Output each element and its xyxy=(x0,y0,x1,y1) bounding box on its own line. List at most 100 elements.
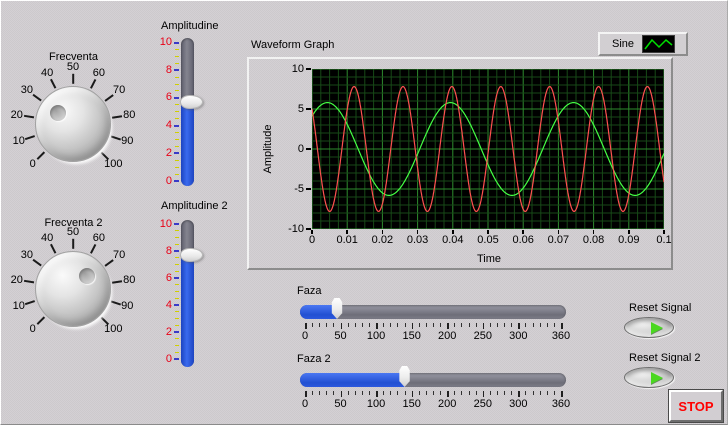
slider-minor-tick xyxy=(326,323,328,327)
x-tick-mark xyxy=(592,230,595,234)
slider-minor-tick xyxy=(468,391,470,395)
knob-face[interactable] xyxy=(35,86,111,162)
knob-dimple[interactable] xyxy=(49,104,66,121)
slider-minor-tick xyxy=(175,132,179,134)
slider-thumb[interactable] xyxy=(180,95,203,110)
x-tick-label: 0.09 xyxy=(618,234,640,246)
slider-minor-tick xyxy=(489,323,491,327)
slider-minor-tick xyxy=(553,391,555,395)
slider-minor-tick xyxy=(333,323,335,327)
slider-scale-label: 250 xyxy=(473,398,492,410)
y-tick-mark xyxy=(306,68,311,70)
slider-minor-tick xyxy=(504,391,506,395)
slider-major-tick xyxy=(174,331,179,333)
waveform-trace xyxy=(311,101,665,197)
knob-scale-label: 30 xyxy=(20,248,33,261)
slider-major-tick xyxy=(376,391,378,397)
slider-minor-tick xyxy=(433,391,434,395)
slider-minor-tick xyxy=(390,323,392,327)
y-axis-label: Amplitude xyxy=(262,124,274,174)
reset-signal2-label: Reset Signal 2 xyxy=(629,352,701,364)
x-tick-label: 0.07 xyxy=(547,234,570,246)
slider-minor-tick xyxy=(175,90,179,92)
x-tick-label: 0.04 xyxy=(442,234,464,246)
plot-legend[interactable]: Sine xyxy=(598,32,688,56)
slider-scale-label: 4 xyxy=(165,298,172,311)
slider-minor-tick xyxy=(425,323,427,327)
reset-signal-button[interactable] xyxy=(624,317,674,338)
slider-minor-tick xyxy=(319,391,321,395)
reset-signal2-button[interactable] xyxy=(624,367,674,388)
slider-scale-label: 150 xyxy=(402,398,421,410)
knob-dimple[interactable] xyxy=(79,268,96,285)
slider-scale-label: 6 xyxy=(165,91,172,104)
x-tick-label: 0.02 xyxy=(371,234,394,246)
slider-fill xyxy=(300,305,337,319)
knob-frecventa2[interactable]: 0 10 20 30 40 50 60 70 80 90 100 xyxy=(3,224,143,354)
slider-minor-tick xyxy=(175,83,179,85)
slider-scale-label: 200 xyxy=(438,330,457,342)
slider-major-tick xyxy=(411,391,414,397)
slider-thumb[interactable] xyxy=(180,248,203,263)
slider-faza-label: Faza xyxy=(297,285,322,297)
slider-minor-tick xyxy=(175,338,179,340)
knob-tick xyxy=(49,244,56,254)
stop-button[interactable]: STOP xyxy=(668,389,724,423)
waveform-trace xyxy=(311,85,665,213)
slider-scale-label: 2 xyxy=(165,325,172,338)
slider-major-tick xyxy=(305,323,307,329)
slider-minor-tick xyxy=(546,323,548,327)
x-tick-mark xyxy=(487,230,489,234)
slider-major-tick xyxy=(174,304,179,306)
x-tick-label: 0.05 xyxy=(477,234,499,246)
slider-major-tick xyxy=(561,323,563,329)
x-tick-mark xyxy=(663,230,665,234)
slider-major-tick xyxy=(340,323,343,329)
slider-scale-label: 300 xyxy=(509,330,528,342)
slider-minor-tick xyxy=(175,48,179,50)
x-tick-mark xyxy=(557,230,560,234)
knob-scale-label: 90 xyxy=(121,135,134,148)
knob-frecventa-label: Frecventa xyxy=(49,51,98,63)
x-tick-label: 0.08 xyxy=(582,234,605,246)
slider-minor-tick xyxy=(369,323,370,327)
slider-minor-tick xyxy=(354,391,356,395)
slider-minor-tick xyxy=(347,391,349,395)
slider-scale-label: 100 xyxy=(366,330,386,342)
slider-minor-tick xyxy=(175,173,179,175)
slider-minor-tick xyxy=(312,323,314,327)
slider-minor-tick xyxy=(440,391,442,395)
slider-minor-tick xyxy=(532,323,534,327)
waveform-legend-icon[interactable] xyxy=(642,35,676,53)
slider-thumb[interactable] xyxy=(331,298,343,319)
x-tick-mark xyxy=(628,230,630,234)
slider-minor-tick xyxy=(175,264,179,265)
slider-scale-label: 100 xyxy=(366,398,386,410)
slider-major-tick xyxy=(174,358,179,360)
slider-major-tick xyxy=(340,391,343,397)
knob-face[interactable] xyxy=(35,251,111,327)
slider-minor-tick xyxy=(404,323,406,327)
knob-scale-label: 60 xyxy=(92,66,105,79)
slider-minor-tick xyxy=(532,391,534,395)
slider-minor-tick xyxy=(175,284,179,286)
slider-minor-tick xyxy=(175,291,179,292)
slider-minor-tick xyxy=(175,118,179,120)
slider-scale-label: 6 xyxy=(165,271,172,284)
slider-minor-tick xyxy=(175,311,179,313)
knob-scale-label: 100 xyxy=(104,322,123,335)
slider-minor-tick xyxy=(433,323,434,327)
green-arrow-icon xyxy=(651,322,663,334)
slider-minor-tick xyxy=(354,323,356,327)
x-tick-mark xyxy=(311,230,313,234)
slider-track[interactable] xyxy=(300,305,566,319)
y-tick-label: 5 xyxy=(297,102,304,115)
slider-minor-tick xyxy=(468,323,470,327)
slider-major-tick xyxy=(174,250,179,252)
slider-major-tick xyxy=(447,391,449,397)
knob-frecventa[interactable]: 0 10 20 30 40 50 60 70 80 90 100 xyxy=(3,59,143,189)
slider-thumb[interactable] xyxy=(399,366,410,387)
slider-minor-tick xyxy=(361,391,363,395)
x-tick-mark xyxy=(452,230,454,234)
knob-scale-label: 20 xyxy=(10,108,23,121)
